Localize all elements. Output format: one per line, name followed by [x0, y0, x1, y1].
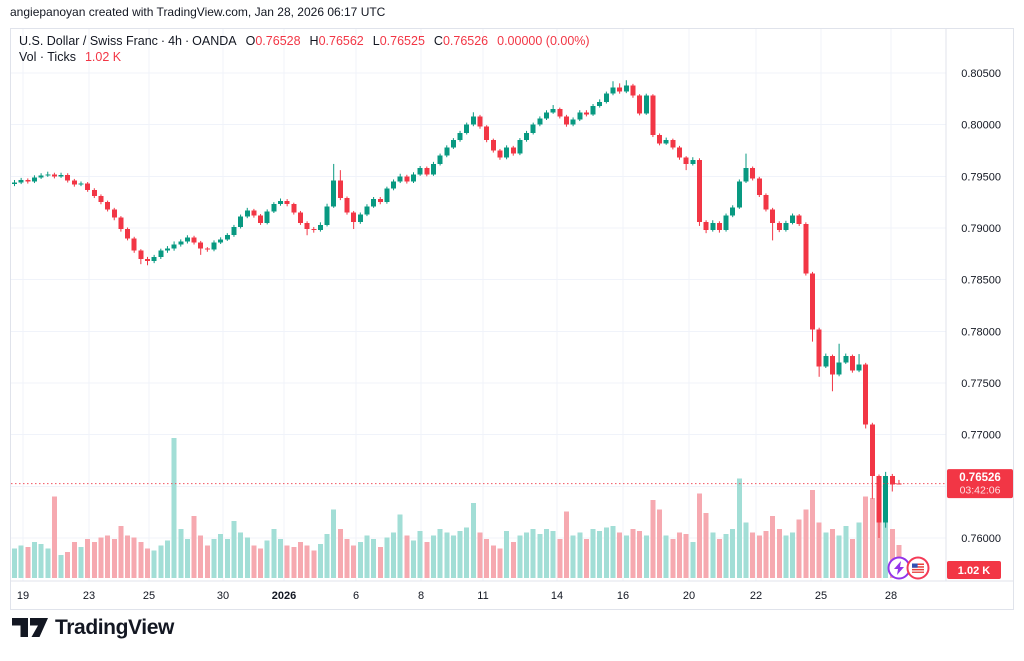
price-axis[interactable]: 0.80500 0.80000 0.79500 0.79000 0.78500 0.780… — [961, 68, 1001, 545]
time-grid — [22, 29, 892, 581]
svg-text:0.78000: 0.78000 — [961, 326, 1001, 338]
low-label: L — [372, 34, 380, 48]
svg-text:25: 25 — [143, 590, 155, 602]
time-axis[interactable]: 19 23 25 30 2026 6 8 11 14 16 20 22 25 28 — [17, 590, 897, 602]
svg-text:30: 30 — [217, 590, 229, 602]
us-flag-icon[interactable] — [906, 556, 930, 580]
svg-text:19: 19 — [17, 590, 29, 602]
svg-text:0.79500: 0.79500 — [961, 171, 1001, 183]
svg-text:25: 25 — [815, 590, 827, 602]
svg-text:22: 22 — [750, 590, 762, 602]
svg-text:11: 11 — [477, 590, 488, 602]
svg-text:0.77500: 0.77500 — [961, 378, 1001, 390]
svg-text:0.80500: 0.80500 — [961, 68, 1001, 80]
svg-text:16: 16 — [617, 590, 629, 602]
chart-legend: U.S. Dollar / Swiss Franc · 4h · OANDA O0.765… — [19, 33, 593, 65]
axis-borders — [11, 29, 1013, 582]
svg-text:2026: 2026 — [272, 590, 296, 602]
chart-widget: U.S. Dollar / Swiss Franc · 4h · OANDA O0.765… — [10, 28, 1014, 610]
change-value: 0.00000 (0.00%) — [497, 34, 590, 48]
symbol-row: U.S. Dollar / Swiss Franc · 4h · OANDA O0.765… — [19, 34, 590, 48]
attribution-text: angiepanoyan created with TradingView.co… — [10, 5, 386, 19]
high-label: H — [309, 34, 319, 48]
tradingview-logo-text: TradingView — [55, 615, 174, 639]
svg-text:28: 28 — [885, 590, 897, 602]
volume-series — [12, 438, 902, 578]
symbol-title[interactable]: U.S. Dollar / Swiss Franc — [19, 34, 158, 48]
svg-text:0.76000: 0.76000 — [961, 533, 1001, 545]
volume-study-label[interactable]: Vol · Ticks — [19, 50, 76, 64]
candlestick-series — [12, 80, 902, 538]
svg-text:0.79000: 0.79000 — [961, 223, 1001, 235]
open-value: 0.76528 — [255, 34, 301, 48]
close-value: 0.76526 — [442, 34, 489, 48]
svg-text:14: 14 — [551, 590, 563, 602]
svg-text:1.02 K: 1.02 K — [958, 565, 990, 577]
low-value: 0.76525 — [379, 34, 425, 48]
tradingview-logo[interactable]: TradingView — [12, 614, 174, 641]
high-value: 0.76562 — [318, 34, 364, 48]
open-label: O — [245, 34, 256, 48]
lightning-icon[interactable] — [887, 556, 911, 580]
svg-text:0.80000: 0.80000 — [961, 120, 1001, 132]
tradingview-logo-mark — [12, 618, 48, 637]
svg-text:0.76526: 0.76526 — [959, 472, 1001, 484]
volume-badge: 1.02 K — [947, 561, 1001, 579]
svg-text:8: 8 — [418, 590, 424, 602]
svg-text:0.78500: 0.78500 — [961, 275, 1001, 287]
svg-text:20: 20 — [683, 590, 695, 602]
volume-value: 1.02 K — [84, 50, 122, 64]
interval-label[interactable]: 4h — [168, 34, 182, 48]
volume-row: Vol · Ticks 1.02 K — [19, 49, 593, 65]
svg-text:6: 6 — [353, 590, 359, 602]
svg-text:23: 23 — [83, 590, 95, 602]
chart-canvas[interactable]: 0.80500 0.80000 0.79500 0.79000 0.78500 0.780… — [11, 29, 1013, 609]
price-grid — [11, 72, 946, 539]
svg-text:0.77000: 0.77000 — [961, 430, 1001, 442]
close-label: C — [433, 34, 443, 48]
us-flag-glyph — [912, 563, 924, 573]
exchange-label: OANDA — [192, 34, 237, 48]
svg-text:03:42:06: 03:42:06 — [960, 485, 1001, 497]
